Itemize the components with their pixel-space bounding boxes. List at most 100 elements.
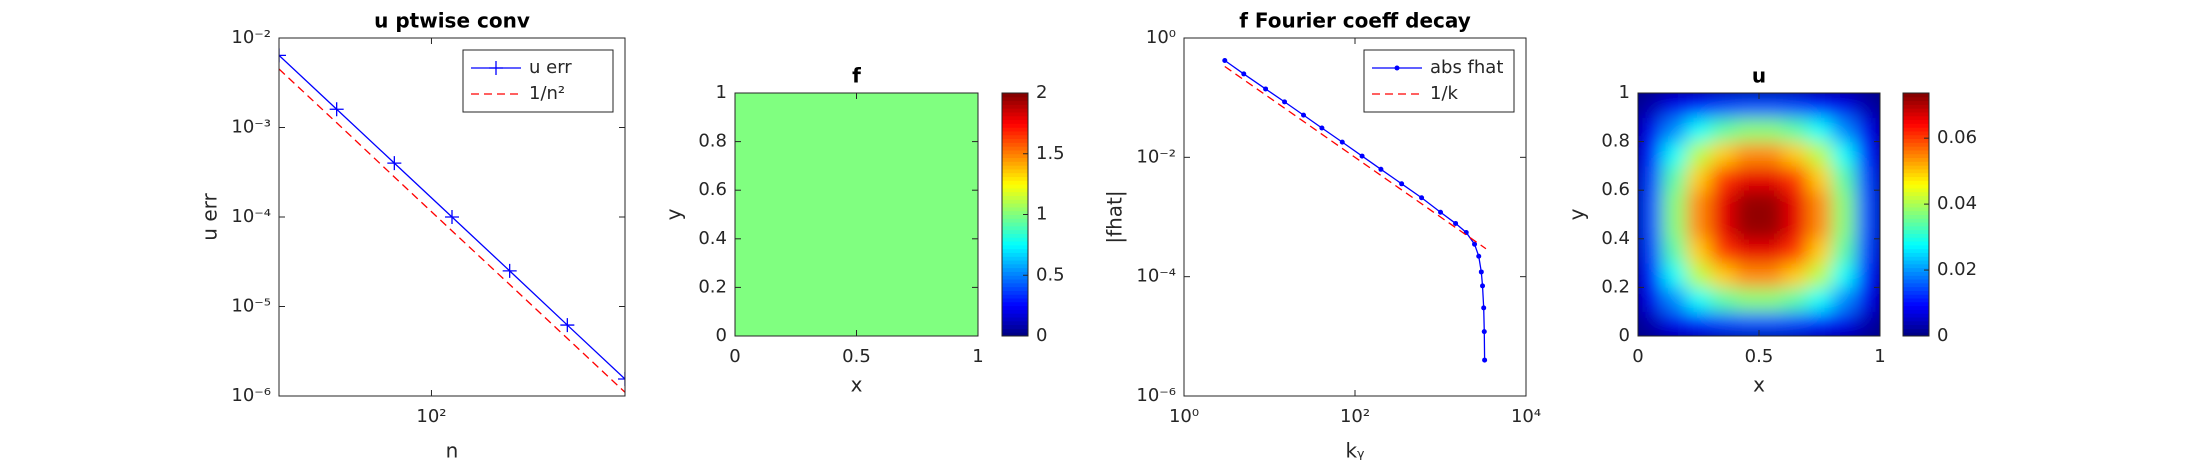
heatmap-cell	[1783, 165, 1808, 191]
colorbar-fill	[1903, 260, 1929, 265]
heatmap-cell	[1831, 311, 1857, 336]
heatmap-cell	[1662, 214, 1687, 240]
y-tick-label: 10⁻⁶	[1136, 385, 1176, 406]
colorbar-fill	[1002, 187, 1028, 193]
colorbar-fill	[1903, 271, 1929, 276]
point-marker	[1319, 125, 1325, 131]
heatmap-cell	[1783, 311, 1808, 336]
colorbar-fill	[1002, 256, 1028, 261]
point-marker	[1453, 220, 1459, 226]
colorbar: 0 0.02 0.04 0.06	[1902, 92, 1977, 346]
heatmap-cell	[1734, 93, 1760, 118]
heatmap-cell	[1807, 117, 1833, 143]
heatmap-cells	[735, 93, 978, 336]
point-marker	[279, 48, 286, 63]
colorbar-fill	[1002, 176, 1028, 181]
heatmap-cell	[1662, 238, 1687, 264]
colorbar-fill	[1903, 130, 1929, 136]
point-marker	[1480, 283, 1486, 289]
colorbar-fill	[1903, 320, 1929, 326]
colorbar-fill	[1903, 119, 1929, 124]
heatmap-cell	[1734, 263, 1760, 288]
colorbar-fill	[1002, 142, 1028, 147]
point-marker	[1482, 357, 1488, 363]
y-tick-label: 0	[1619, 325, 1630, 346]
heatmap-cell	[1759, 117, 1784, 143]
heatmap-cell	[1638, 117, 1663, 143]
point-marker	[1301, 112, 1307, 118]
heatmap-cell	[1710, 287, 1736, 313]
series-line	[1224, 65, 1487, 250]
colorbar-tick-label: 0	[1036, 325, 1047, 346]
colorbar-fill	[1002, 134, 1028, 140]
heatmap	[1638, 93, 1880, 336]
heatmap-cell	[1831, 117, 1857, 143]
heatmap-cell	[1807, 93, 1833, 118]
heatmap-cell	[1686, 141, 1712, 167]
colorbar-fill	[1903, 222, 1929, 227]
y-tick-label: 10⁻⁵	[231, 296, 271, 317]
colorbar-fill	[1903, 267, 1929, 272]
point-marker	[445, 210, 459, 224]
colorbar-fill	[1002, 123, 1028, 128]
x-tick-label: 1	[972, 346, 983, 367]
heatmap-cell	[1686, 287, 1712, 313]
colorbar-fill	[1903, 176, 1929, 181]
colorbar-fill	[1002, 172, 1028, 178]
colorbar-fill	[1002, 96, 1028, 102]
subplot: 10⁰ 10² 10⁴ 10⁻⁶ 10⁻⁴ 10⁻² 10⁰ f Fourier coeff …	[1103, 9, 1542, 463]
y-tick-label: 0.4	[698, 228, 727, 249]
colorbar-fill	[1903, 115, 1929, 121]
colorbar-fill	[1002, 229, 1028, 234]
colorbar-tick-label: 1	[1036, 204, 1047, 225]
axes-box	[1183, 37, 1527, 397]
colorbar-fill	[1002, 138, 1028, 143]
colorbar-fill	[1002, 252, 1028, 257]
y-axis-label: y	[1565, 208, 1589, 220]
colorbar-fill	[1002, 168, 1028, 174]
colorbar-fill	[1002, 214, 1028, 219]
colorbar-fill	[1002, 115, 1028, 121]
chart-title: f	[852, 64, 861, 88]
colorbar-fill	[1002, 206, 1028, 212]
heatmap	[735, 93, 978, 336]
colorbar-fill	[1903, 313, 1929, 318]
legend: abs fhat 1/k	[1363, 49, 1515, 113]
point-marker	[1339, 139, 1345, 145]
colorbar-fill	[1903, 263, 1929, 269]
x-axis-label: kᵧ	[1345, 439, 1365, 463]
colorbar-fill	[1002, 275, 1028, 280]
point-marker	[1481, 305, 1487, 311]
heatmap-cell	[1662, 190, 1687, 215]
point-marker	[1419, 195, 1425, 201]
colorbar-fill	[1002, 317, 1028, 322]
colorbar-fill	[1002, 104, 1028, 109]
colorbar-fill	[1002, 165, 1028, 170]
heatmap-cell	[1855, 311, 1880, 336]
colorbar-fill	[1002, 309, 1028, 314]
heatmap-cell	[1686, 165, 1712, 191]
colorbar-fill	[1002, 328, 1028, 333]
heatmap-cell	[1783, 263, 1808, 288]
colorbar-fill	[1903, 142, 1929, 147]
heatmap-cell	[1807, 141, 1833, 167]
heatmap-cell	[1831, 287, 1857, 313]
y-tick-label: 10⁻²	[231, 27, 271, 48]
heatmap-cell	[1638, 263, 1663, 288]
legend-label: 1/n²	[529, 83, 565, 104]
colorbar-fill	[1002, 301, 1028, 307]
colorbar-fill	[1002, 225, 1028, 231]
heatmap-cell	[1710, 263, 1736, 288]
y-tick-label: 10⁻²	[1136, 146, 1176, 167]
y-tick-label: 0.2	[698, 276, 727, 297]
heatmap-cell	[1734, 141, 1760, 167]
colorbar-fill	[1002, 313, 1028, 318]
heatmap-cell	[1855, 287, 1880, 313]
heatmap-cell	[1686, 117, 1712, 143]
point-marker	[1263, 86, 1269, 92]
colorbar-fill	[1002, 271, 1028, 276]
colorbar-fill	[1903, 146, 1929, 151]
heatmap-cell	[1831, 263, 1857, 288]
colorbar-fill	[1002, 320, 1028, 326]
x-tick-label: 10⁴	[1511, 406, 1541, 427]
